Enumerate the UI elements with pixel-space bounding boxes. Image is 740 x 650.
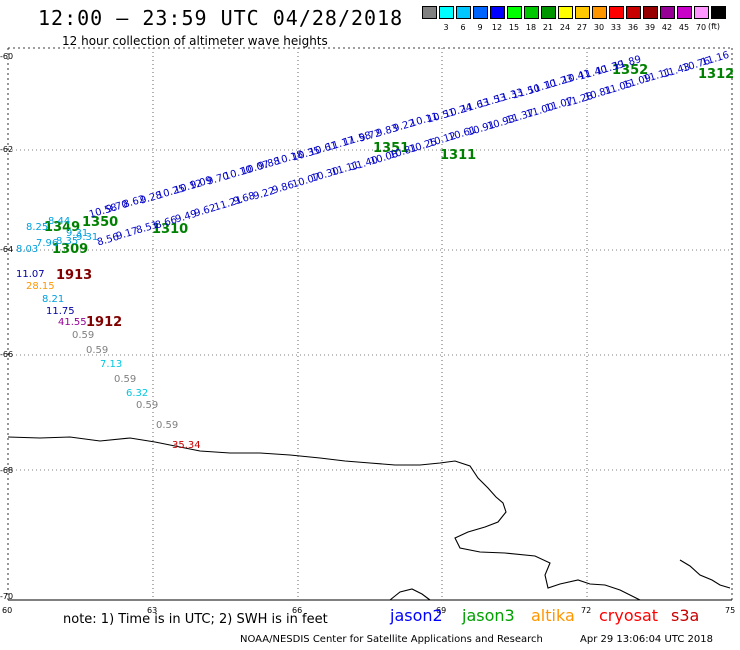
scale-swatch: [439, 6, 454, 19]
wave-height-value: 7.96: [36, 238, 59, 249]
page-title: 12:00 – 23:59 UTC 04/28/2018: [38, 6, 404, 30]
scale-swatch: [660, 6, 675, 19]
lat-label: -62: [0, 145, 14, 154]
wave-height-value: 8.03: [16, 244, 39, 255]
scale-label: 39: [644, 23, 656, 32]
scale-swatch: [626, 6, 641, 19]
track-number: 1312: [698, 67, 735, 82]
page-subtitle: 12 hour collection of altimeter wave hei…: [62, 34, 328, 48]
scale-swatch: [609, 6, 624, 19]
wave-height-value: 28.15: [26, 281, 55, 292]
scale-label: 36: [627, 23, 639, 32]
lon-label: 75: [725, 606, 736, 615]
antarctic-coastline: [7, 436, 731, 601]
lon-label: 63: [147, 606, 158, 615]
lat-label: -68: [0, 466, 14, 475]
scale-swatch: [507, 6, 522, 19]
scale-label: 27: [576, 23, 588, 32]
scale-label: 24: [559, 23, 571, 32]
wave-height-value: 41.55: [58, 317, 87, 328]
scale-label: 6: [460, 23, 466, 32]
scale-label: 15: [508, 23, 520, 32]
wave-height-value: 6.32: [126, 388, 149, 399]
wave-height-value: 8.35: [56, 236, 79, 247]
lat-label: -70: [0, 592, 14, 601]
scale-swatch: [422, 6, 437, 19]
lon-label: 60: [2, 606, 13, 615]
track-number: 1352: [612, 63, 649, 78]
lat-label: -60: [0, 52, 14, 61]
wave-height-value: 8.44: [48, 216, 71, 227]
track-number: 1913: [56, 268, 93, 283]
scale-swatch: [592, 6, 607, 19]
wave-height-value: 9.31: [66, 228, 89, 239]
track-number: 1351: [373, 141, 410, 156]
scale-label: 12: [491, 23, 503, 32]
satellite-name: jason2: [390, 606, 443, 625]
wave-height-value: 0.59: [72, 330, 95, 341]
track-number: 1350: [82, 215, 119, 230]
lon-label: 72: [581, 606, 592, 615]
map-frame: [7, 47, 733, 601]
scale-label: 9: [477, 23, 483, 32]
wave-height-value: 11.75: [46, 306, 75, 317]
wave-height-value: 0.59: [86, 345, 109, 356]
scale-label: 3: [443, 23, 449, 32]
wave-height-value: 8.21: [42, 294, 65, 305]
scale-swatch: [575, 6, 590, 19]
scale-swatch: [541, 6, 556, 19]
lon-label: 69: [436, 606, 447, 615]
scale-label: 33: [610, 23, 622, 32]
scale-swatch: [694, 6, 709, 19]
satellite-name: altika: [531, 606, 575, 625]
wave-height-value: 7.13: [100, 359, 123, 370]
scale-unit: (ft): [708, 22, 721, 31]
wave-height-value: 8.25: [26, 222, 49, 233]
track-number: 1310: [152, 222, 189, 237]
satellite-name: jason3: [462, 606, 515, 625]
scale-swatch: [711, 6, 726, 19]
satellite-name: cryosat: [599, 606, 659, 625]
timestamp-text: Apr 29 13:06:04 UTC 2018: [580, 634, 713, 645]
scale-label: 30: [593, 23, 605, 32]
credit-text: NOAA/NESDIS Center for Satellite Applica…: [240, 634, 543, 645]
lon-label: 66: [292, 606, 303, 615]
scale-label: 45: [678, 23, 690, 32]
note-text: note: 1) Time is in UTC; 2) SWH is in fe…: [63, 612, 328, 627]
wave-height-value: 11.07: [16, 269, 45, 280]
wave-height-value: 0.59: [136, 400, 159, 411]
scale-swatch: [524, 6, 539, 19]
scale-label: 70: [695, 23, 707, 32]
scale-swatch: [677, 6, 692, 19]
track-number: 1311: [440, 148, 477, 163]
wave-height-value: 0.59: [114, 374, 137, 385]
wave-height-value: 0.59: [156, 420, 179, 431]
scale-swatch: [643, 6, 658, 19]
satellite-name: s3a: [671, 606, 700, 625]
track-number: 1349: [44, 220, 81, 235]
wave-height-value: 9.31: [76, 232, 99, 243]
lat-label: -66: [0, 350, 14, 359]
scale-label: 18: [525, 23, 537, 32]
scale-swatch: [473, 6, 488, 19]
scale-label: 42: [661, 23, 673, 32]
track-number: 1912: [86, 315, 123, 330]
track-number: 1309: [52, 242, 89, 257]
scale-label: 21: [542, 23, 554, 32]
scale-swatch: [558, 6, 573, 19]
wave-height-value: 35.34: [172, 440, 201, 451]
lat-label: -64: [0, 245, 14, 254]
scale-swatch: [456, 6, 471, 19]
scale-swatch: [490, 6, 505, 19]
map-grid: [8, 48, 732, 600]
